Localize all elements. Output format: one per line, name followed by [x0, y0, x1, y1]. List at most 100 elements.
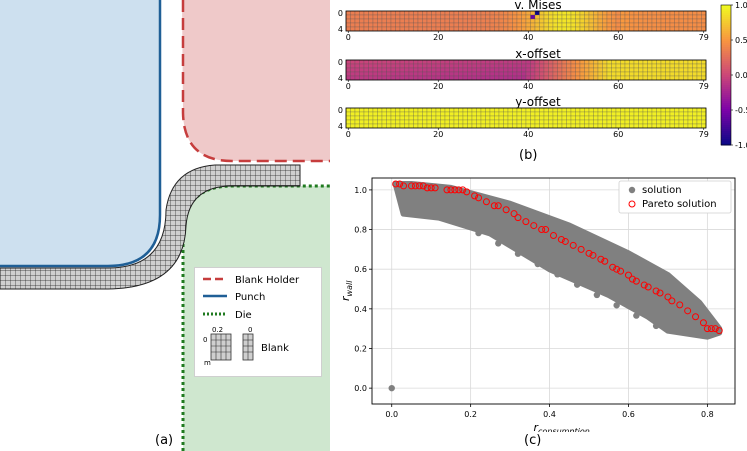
heatmap-cell	[561, 14, 567, 20]
pareto-point	[431, 184, 439, 192]
heatmap-x-tick-label: 0	[346, 82, 351, 91]
heatmap-cell	[579, 26, 585, 32]
heatmap-cell	[678, 18, 684, 24]
heatmap-cell	[611, 115, 617, 121]
heatmap-cell	[683, 111, 689, 117]
heatmap-cell	[602, 26, 608, 32]
heatmap-cell	[647, 75, 653, 81]
heatmap-cell	[489, 115, 495, 121]
heatmap-cell	[606, 22, 612, 28]
pareto-point	[561, 237, 569, 245]
heatmap-cell	[561, 107, 567, 113]
heatmap-cell	[435, 10, 441, 16]
heatmap-cell	[548, 71, 554, 77]
heatmap-cell	[516, 67, 522, 73]
heatmap-y-tick-label: 0	[338, 106, 343, 115]
heatmap-cell	[692, 123, 698, 129]
heatmap-cell	[525, 75, 531, 81]
heatmap-cell	[687, 63, 693, 69]
heatmap-cell	[408, 59, 414, 65]
legend-mesh-mark-m: m	[204, 359, 211, 367]
heatmap-cell	[642, 71, 648, 77]
heatmap-cell	[611, 63, 617, 69]
scatter-x-tick-label: 0.4	[543, 410, 556, 419]
heatmap-cell	[651, 63, 657, 69]
heatmap-cell	[363, 10, 369, 16]
pareto-point	[585, 249, 593, 257]
heatmap-cell	[570, 63, 576, 69]
heatmap-cell	[597, 123, 603, 129]
heatmap-cell	[498, 22, 504, 28]
heatmap-cell	[651, 71, 657, 77]
heatmap-cell	[453, 119, 459, 125]
heatmap-cell	[386, 18, 392, 24]
colorbar-segment	[721, 7, 731, 10]
heatmap-cell	[548, 18, 554, 24]
pareto-point	[530, 222, 538, 230]
heatmap-cell	[579, 123, 585, 129]
heatmap-cell	[512, 26, 518, 32]
heatmap-cell	[521, 119, 527, 125]
heatmap-cell	[431, 115, 437, 121]
heatmap-cell	[656, 71, 662, 77]
heatmap-cell	[570, 75, 576, 81]
heatmap-cell	[602, 111, 608, 117]
heatmap-cell	[435, 75, 441, 81]
solution-point	[534, 260, 541, 268]
heatmap-cell	[683, 115, 689, 121]
heatmap-cell	[602, 18, 608, 24]
heatmap-cell	[408, 111, 414, 117]
solution-point	[435, 209, 443, 216]
heatmap-cell	[386, 115, 392, 121]
heatmap-cell	[588, 18, 594, 24]
heatmap-cell	[399, 119, 405, 125]
heatmap-cell	[485, 67, 491, 73]
heatmap-cell	[404, 115, 410, 121]
heatmap-cell	[467, 119, 473, 125]
heatmap-cell	[390, 111, 396, 117]
heatmap-cell	[413, 119, 419, 125]
heatmap-cell	[530, 63, 536, 69]
heatmap-cell	[422, 22, 428, 28]
heatmap-cell	[584, 22, 590, 28]
heatmap-cell	[620, 119, 626, 125]
colorbar-segment	[721, 127, 731, 130]
heatmap-cell	[359, 14, 365, 20]
heatmap-cell	[624, 59, 630, 65]
heatmap-cell	[377, 59, 383, 65]
pareto-point	[613, 265, 621, 273]
heatmap-cell	[489, 26, 495, 32]
heatmap-cell	[489, 71, 495, 77]
heatmap-cell	[566, 75, 572, 81]
heatmap-cell	[516, 123, 522, 129]
heatmap-cell	[674, 67, 680, 73]
heatmap-cell	[363, 26, 369, 32]
heatmap-cell	[435, 59, 441, 65]
heatmap-cell	[539, 22, 545, 28]
heatmap-cell	[350, 123, 356, 129]
heatmap-cell	[422, 59, 428, 65]
heatmap-cell	[638, 26, 644, 32]
heatmap-cell	[552, 71, 558, 77]
heatmap-cell	[345, 22, 351, 28]
heatmap-cell	[647, 14, 653, 20]
colorbar-segment	[721, 11, 731, 14]
heatmap-cell	[561, 123, 567, 129]
heatmap-cell	[431, 71, 437, 77]
heatmap-cell	[363, 18, 369, 24]
heatmap-cell	[611, 10, 617, 16]
heatmap-cell	[579, 14, 585, 20]
heatmap-cell	[665, 123, 671, 129]
heatmap-cell	[462, 71, 468, 77]
heatmap-cell	[543, 26, 549, 32]
heatmap-cell	[593, 18, 599, 24]
heatmap-cell	[512, 14, 518, 20]
heatmap-cell	[363, 67, 369, 73]
heatmap-cell	[494, 119, 500, 125]
heatmap-cell	[386, 75, 392, 81]
heatmap-cell	[701, 119, 707, 125]
heatmap-cell	[651, 115, 657, 121]
heatmap-cell	[624, 115, 630, 121]
heatmap-cell	[660, 10, 666, 16]
heatmap-cell	[602, 14, 608, 20]
